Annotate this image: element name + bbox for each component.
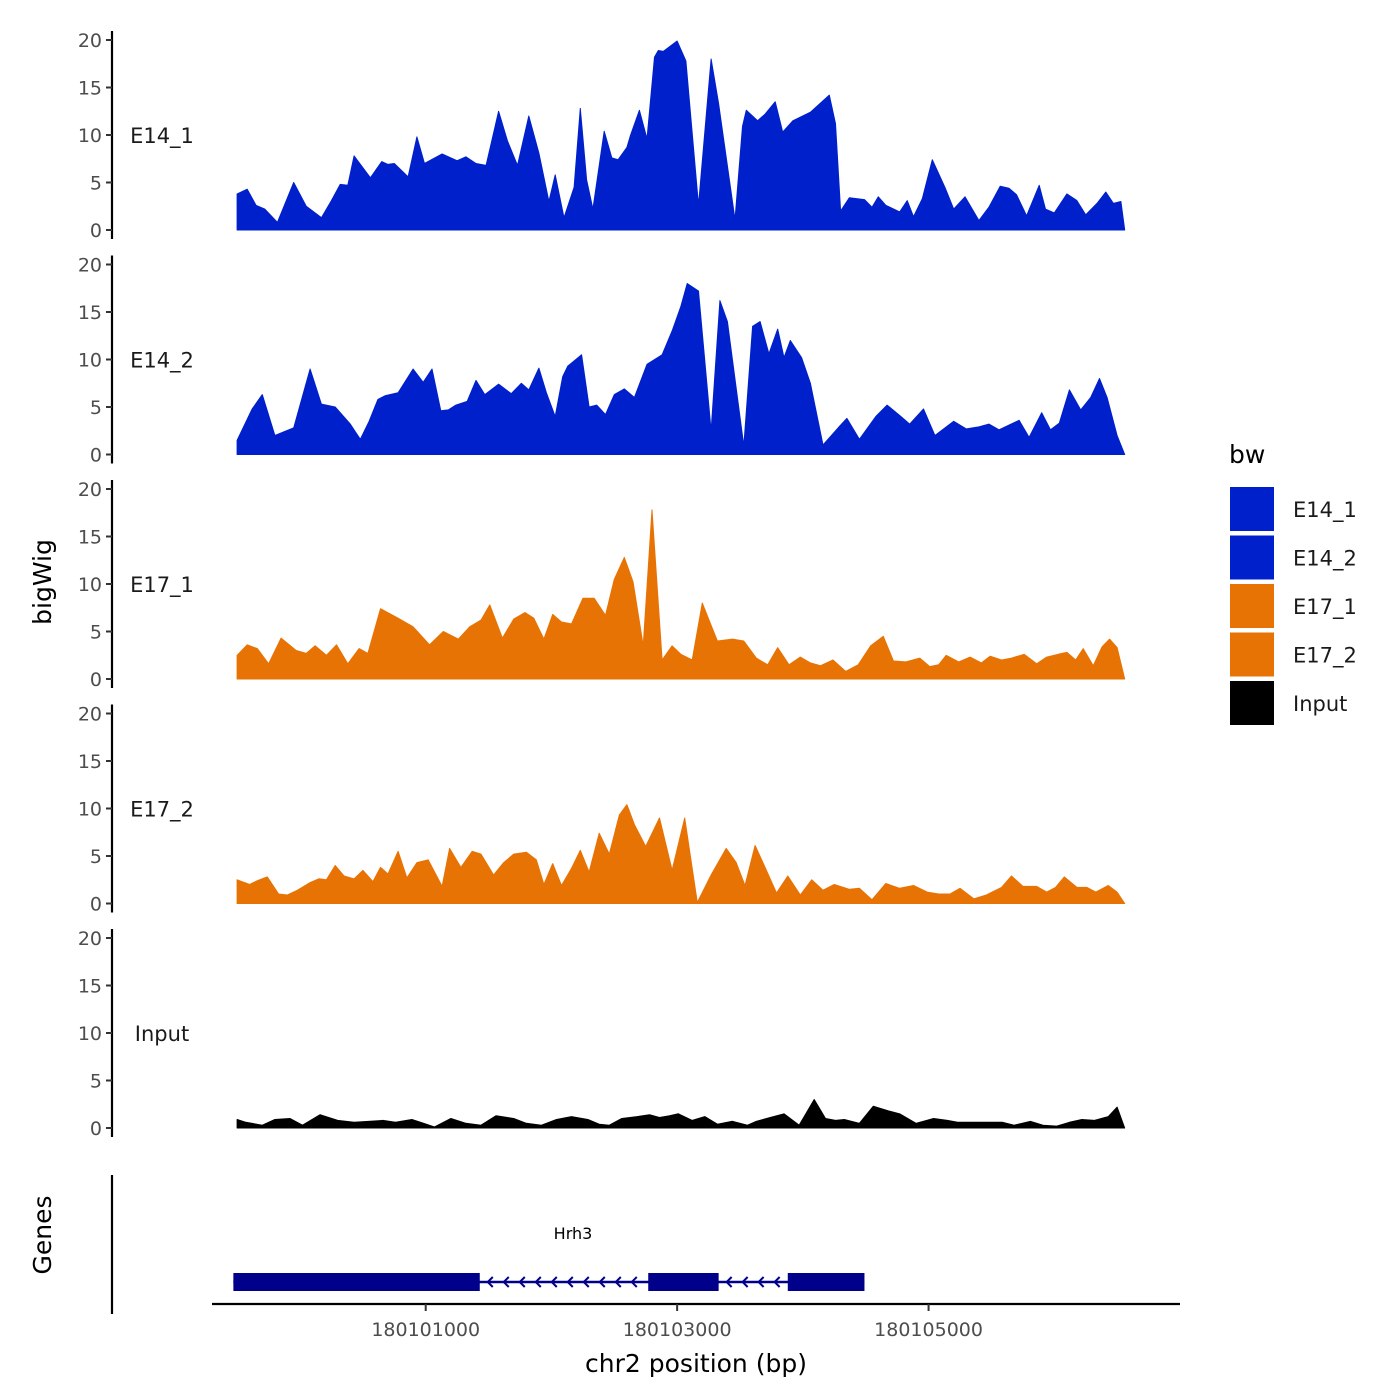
y-tick-label: 20 [78,30,102,52]
gene-track-title: Genes [28,1195,57,1274]
y-tick-label: 0 [90,669,102,691]
y-tick-label: 15 [78,302,102,324]
y-tick-label: 20 [78,704,102,726]
y-tick-label: 5 [90,622,102,644]
x-tick-label: 180105000 [874,1319,983,1341]
gene-exon [233,1273,480,1291]
x-tick-label: 180101000 [371,1319,480,1341]
legend-item-e17-2: E17_2 [1230,632,1357,677]
gene-label: Hrh3 [554,1224,593,1243]
gene-exon [648,1273,719,1291]
track-label: E17_2 [130,798,194,823]
legend-label: E17_2 [1293,644,1357,669]
strand-arrow [550,1276,558,1288]
strand-arrow [757,1276,765,1288]
y-tick-label: 10 [78,350,102,372]
signal-area-e14-1 [236,40,1126,231]
strand-arrow [486,1276,494,1288]
legend-swatch [1230,681,1274,725]
track-e17-2: 0 5 10 15 20 E17_2 [78,704,1126,916]
y-tick-label: 20 [78,928,102,950]
strand-arrow [582,1276,590,1288]
strand-arrow [518,1276,526,1288]
strand-arrow [534,1276,542,1288]
y-tick-label: 0 [90,894,102,916]
legend-label: Input [1293,692,1347,716]
y-tick-label: 10 [78,799,102,821]
strand-arrow [741,1276,749,1288]
signal-tracks: 05101520E14_105101520E14_205101520E17_10… [78,30,1126,1140]
y-tick-label: 0 [90,445,102,467]
signal-area-e17-1 [236,509,1126,680]
legend-label: E14_1 [1293,498,1357,523]
signal-area-input [236,1099,1126,1129]
y-tick-label: 5 [90,173,102,195]
legend-swatch [1230,632,1274,677]
y-tick-label: 15 [78,78,102,100]
y-tick-label: 10 [78,1023,102,1045]
y-tick-label: 15 [78,751,102,773]
legend-item-e14-1: E14_1 [1230,487,1357,531]
track-e14-2: 0 5 10 15 20 E14_2 [78,255,1126,467]
y-tick-label: 0 [90,1118,102,1140]
y-tick-label: 5 [90,397,102,419]
legend-swatch [1230,584,1274,628]
legend-title: bw [1229,440,1265,469]
gene-hrh3: Hrh3 [233,1224,865,1291]
y-tick-label: 15 [78,527,102,549]
y-tick-label: 20 [78,255,102,277]
strand-arrow [614,1276,622,1288]
y-tick-label: 10 [78,574,102,596]
strand-arrow [598,1276,606,1288]
y-tick-label: 10 [78,125,102,147]
strand-arrow [630,1276,638,1288]
y-tick-label: 5 [90,846,102,868]
legend-item-input: Input [1230,681,1347,725]
x-tick-label: 180103000 [623,1319,732,1341]
legend-swatch [1230,487,1274,531]
gene-track: Hrh3 [110,1175,865,1314]
legend-label: E17_1 [1293,595,1357,620]
y-tick-label: 15 [78,976,102,998]
strand-arrow [773,1276,781,1288]
gene-exon [787,1273,865,1291]
signal-area-e14-2 [236,283,1126,455]
legend: E14_1 E14_2 E17_1 E17_2 Input [1230,487,1357,725]
strand-arrow [502,1276,510,1288]
track-input: 0 5 10 15 20 Input [78,928,1126,1140]
y-tick-label: 20 [78,479,102,501]
y-tick-label: 5 [90,1071,102,1093]
track-label: E14_2 [130,349,194,374]
x-axis: 180101000 180103000 180105000 [212,1302,1180,1341]
track-label: E17_1 [130,573,194,598]
y-axis-title: bigWig [28,539,57,625]
legend-item-e14-2: E14_2 [1230,535,1357,580]
legend-item-e17-1: E17_1 [1230,584,1357,628]
strand-arrow [725,1276,733,1288]
legend-label: E14_2 [1293,547,1357,572]
legend-swatch [1230,535,1274,580]
signal-area-e17-2 [236,804,1126,904]
x-axis-title: chr2 position (bp) [585,1349,807,1378]
track-e17-1: 0 5 10 15 20 E17_1 [78,479,1126,691]
track-e14-1: 0 5 10 15 20 E14_1 [78,30,1126,242]
strand-arrow [566,1276,574,1288]
track-label: E14_1 [130,124,194,149]
y-tick-label: 0 [90,220,102,242]
track-label: Input [135,1022,189,1046]
